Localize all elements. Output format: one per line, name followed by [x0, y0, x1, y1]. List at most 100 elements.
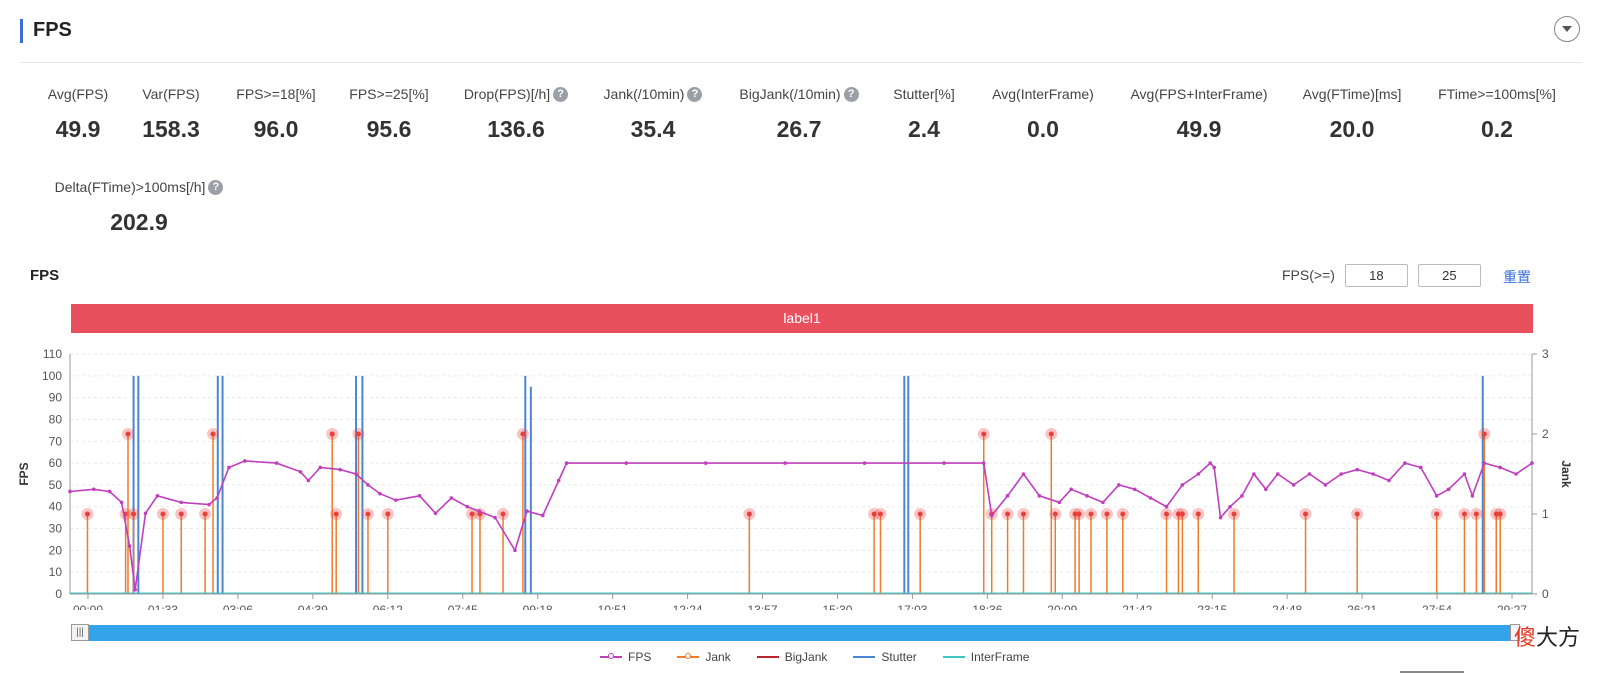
x-tick-label: 06:12	[373, 603, 403, 610]
fps-point	[1446, 487, 1451, 492]
fps-point	[1339, 472, 1344, 476]
fps-point	[107, 489, 112, 494]
legend-interframe[interactable]: InterFrame	[942, 650, 1029, 664]
y2-tick-label: 2	[1542, 427, 1549, 441]
legend-fps[interactable]: FPS	[600, 650, 651, 664]
stat-8: Avg(InterFrame) 0.0	[933, 86, 1153, 143]
jank-marker	[1164, 511, 1169, 517]
help-icon[interactable]: ?	[687, 86, 703, 102]
fps-point	[1132, 487, 1137, 492]
corner-edge	[1400, 671, 1464, 673]
legend-jank[interactable]: Jank	[677, 650, 731, 664]
stat-7: Stutter[%] 2.4	[814, 86, 1034, 143]
fps-point	[119, 500, 124, 505]
stat-label-text: FTime>=100ms[%]	[1438, 86, 1556, 102]
legend-bigjank-label: BigJank	[784, 650, 828, 664]
jank-marker	[1048, 431, 1054, 437]
jank-marker	[1461, 511, 1467, 517]
label-bar[interactable]: label1	[71, 304, 1533, 333]
y-tick-label: 70	[49, 434, 63, 448]
legend-bigjank[interactable]: BigJank	[756, 650, 828, 664]
y2-tick-label: 3	[1542, 347, 1549, 361]
x-tick-label: 29:27	[1497, 603, 1527, 610]
y-tick-label: 0	[55, 587, 62, 601]
y-tick-label: 10	[49, 565, 63, 579]
fps-point	[1252, 472, 1256, 476]
y-tick-label: 30	[49, 522, 63, 536]
jank-marker	[333, 511, 339, 517]
x-tick-label: 26:21	[1347, 603, 1377, 610]
stat-2: FPS>=18[%] 96.0	[166, 86, 386, 143]
help-icon[interactable]: ?	[553, 86, 569, 102]
stat-value: 26.7	[776, 116, 822, 142]
fps-point	[513, 548, 517, 553]
jank-marker	[500, 511, 506, 517]
fps-threshold-low-input[interactable]	[1344, 263, 1408, 287]
help-icon[interactable]: ?	[208, 179, 224, 195]
legend-fps-swatch	[600, 653, 622, 659]
fps-point	[465, 504, 470, 509]
stat-label: Delta(FTime)>100ms[/h]?	[29, 179, 249, 195]
fps-chart[interactable]: 0 10 20 30 40 50 60 70 80 90 100 110 0 1 2 3 00:00 01:33 0…	[0, 340, 1602, 610]
slider-start-handle[interactable]: |||	[71, 624, 89, 641]
fps-point	[1387, 478, 1391, 483]
fps-point	[68, 489, 72, 494]
stat-label-text: Jank(/10min)	[603, 86, 685, 102]
x-tick-label: 13:57	[748, 603, 778, 610]
fps-point	[417, 494, 422, 498]
fps-point	[1514, 472, 1518, 476]
fps-point	[433, 511, 438, 516]
fps-threshold-control: FPS(>=)	[1282, 262, 1481, 288]
jank-marker	[871, 511, 877, 517]
stat-label: Avg(FTime)[ms]	[1242, 86, 1462, 102]
fps-point	[92, 487, 96, 492]
stat-label: Var(FPS)	[61, 86, 281, 102]
stat-value: 158.3	[142, 116, 200, 142]
legend-stutter[interactable]: Stutter	[853, 650, 917, 664]
jank-marker	[1434, 511, 1440, 517]
fps-threshold-high-input[interactable]	[1417, 263, 1481, 287]
fps-point	[1530, 461, 1534, 465]
fps-point	[564, 461, 569, 465]
fps-point	[215, 496, 219, 500]
watermark: 傻大方	[1514, 625, 1581, 650]
section-accent-bar	[20, 19, 23, 43]
fps-point	[207, 502, 211, 507]
stat-label-text: Var(FPS)	[142, 86, 200, 102]
y-tick-label: 110	[43, 347, 62, 361]
stat-value: 49.9	[55, 116, 101, 142]
jank-marker	[1354, 511, 1360, 517]
stat-value: 2.4	[908, 116, 940, 142]
chevron-down-icon	[1562, 26, 1572, 32]
jank-marker	[1481, 431, 1487, 437]
stat-6: BigJank(/10min)? 26.7	[689, 86, 909, 143]
stat-label-text: Stutter[%]	[893, 86, 955, 102]
jank-marker	[1175, 511, 1181, 517]
x-tick-label: 03:06	[223, 603, 253, 610]
fps-point	[243, 459, 247, 463]
fps-point	[1371, 472, 1375, 476]
help-icon[interactable]: ?	[843, 86, 859, 102]
x-tick-label: 04:39	[298, 603, 328, 610]
fps-point	[1101, 500, 1105, 505]
x-tick-label: 00:00	[73, 603, 103, 610]
jank-marker	[1231, 511, 1237, 517]
fps-line	[69, 460, 1533, 590]
fps-point	[338, 467, 342, 472]
time-range-slider[interactable]	[71, 625, 1517, 641]
reset-button[interactable]: 重置	[1503, 269, 1531, 285]
y-tick-label: 100	[42, 369, 62, 383]
jank-marker	[1072, 511, 1078, 517]
slider-end-handle[interactable]	[1510, 624, 1520, 641]
stat-value: 202.9	[110, 209, 168, 235]
fps-point	[133, 587, 137, 592]
jank-marker	[1303, 511, 1309, 517]
stat-label: Drop(FPS)[/h]?	[406, 86, 626, 102]
fps-point	[155, 494, 160, 498]
collapse-button[interactable]	[1554, 16, 1580, 42]
y-axis-label: FPS	[17, 462, 31, 485]
fps-point	[393, 498, 398, 502]
fps-threshold-label: FPS(>=)	[1282, 267, 1335, 283]
legend-bigjank-swatch	[756, 656, 779, 658]
jank-marker	[1052, 511, 1058, 517]
